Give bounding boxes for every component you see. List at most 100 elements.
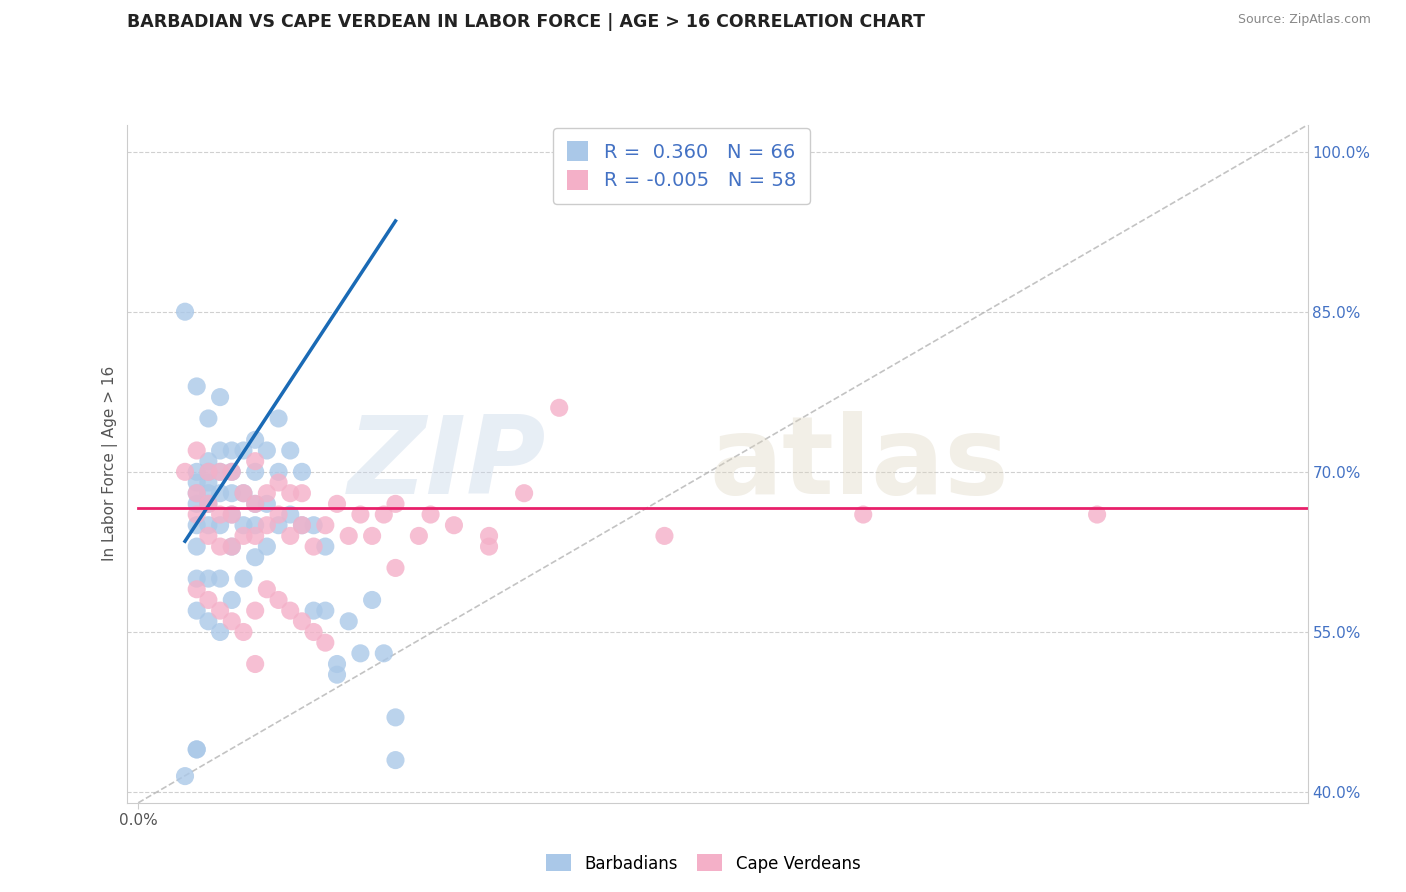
Point	[243, 657, 266, 671]
Point	[174, 769, 197, 783]
Point	[174, 304, 197, 318]
Point	[243, 604, 266, 618]
Point	[852, 508, 875, 522]
Point	[232, 518, 254, 533]
Point	[408, 529, 430, 543]
Point	[232, 572, 254, 586]
Point	[291, 465, 314, 479]
Point	[197, 497, 219, 511]
Point	[361, 529, 384, 543]
Point	[337, 529, 360, 543]
Point	[243, 529, 266, 543]
Point	[267, 593, 290, 607]
Point	[197, 572, 219, 586]
Point	[278, 486, 301, 500]
Text: Source: ZipAtlas.com: Source: ZipAtlas.com	[1237, 13, 1371, 27]
Point	[186, 518, 208, 533]
Point	[209, 518, 232, 533]
Point	[186, 742, 208, 756]
Point	[186, 486, 208, 500]
Point	[373, 508, 395, 522]
Point	[221, 540, 243, 554]
Text: atlas: atlas	[709, 411, 1008, 516]
Point	[256, 443, 278, 458]
Point	[291, 615, 314, 629]
Point	[197, 518, 219, 533]
Point	[221, 465, 243, 479]
Text: ZIP: ZIP	[347, 411, 546, 516]
Point	[209, 540, 232, 554]
Point	[256, 540, 278, 554]
Point	[302, 625, 325, 640]
Point	[197, 454, 219, 468]
Point	[326, 657, 349, 671]
Point	[243, 433, 266, 447]
Point	[197, 486, 219, 500]
Point	[243, 550, 266, 565]
Point	[174, 465, 197, 479]
Point	[256, 497, 278, 511]
Point	[349, 646, 371, 660]
Point	[186, 604, 208, 618]
Point	[209, 486, 232, 500]
Point	[302, 518, 325, 533]
Point	[221, 443, 243, 458]
Point	[314, 604, 336, 618]
Point	[197, 497, 219, 511]
Point	[221, 465, 243, 479]
Point	[278, 529, 301, 543]
Point	[232, 625, 254, 640]
Point	[278, 443, 301, 458]
Point	[197, 529, 219, 543]
Point	[186, 486, 208, 500]
Point	[221, 615, 243, 629]
Point	[302, 540, 325, 554]
Point	[243, 465, 266, 479]
Point	[267, 465, 290, 479]
Point	[209, 625, 232, 640]
Point	[314, 540, 336, 554]
Point	[209, 465, 232, 479]
Point	[221, 593, 243, 607]
Point	[384, 497, 406, 511]
Point	[291, 486, 314, 500]
Point	[186, 443, 208, 458]
Point	[209, 465, 232, 479]
Point	[337, 615, 360, 629]
Point	[256, 518, 278, 533]
Point	[209, 572, 232, 586]
Point	[267, 518, 290, 533]
Point	[197, 465, 219, 479]
Point	[1085, 508, 1108, 522]
Point	[221, 540, 243, 554]
Text: BARBADIAN VS CAPE VERDEAN IN LABOR FORCE | AGE > 16 CORRELATION CHART: BARBADIAN VS CAPE VERDEAN IN LABOR FORCE…	[127, 13, 925, 31]
Point	[186, 572, 208, 586]
Point	[232, 529, 254, 543]
Point	[278, 604, 301, 618]
Point	[384, 753, 406, 767]
Point	[186, 508, 208, 522]
Point	[384, 710, 406, 724]
Point	[314, 518, 336, 533]
Point	[267, 508, 290, 522]
Point	[384, 561, 406, 575]
Point	[221, 508, 243, 522]
Point	[291, 518, 314, 533]
Point	[186, 582, 208, 597]
Point	[267, 475, 290, 490]
Point	[186, 540, 208, 554]
Point	[478, 540, 501, 554]
Point	[267, 411, 290, 425]
Point	[548, 401, 571, 415]
Point	[243, 497, 266, 511]
Point	[209, 508, 232, 522]
Point	[197, 593, 219, 607]
Point	[443, 518, 465, 533]
Point	[232, 486, 254, 500]
Point	[186, 475, 208, 490]
Point	[243, 454, 266, 468]
Point	[221, 486, 243, 500]
Point	[209, 604, 232, 618]
Point	[221, 508, 243, 522]
Point	[197, 615, 219, 629]
